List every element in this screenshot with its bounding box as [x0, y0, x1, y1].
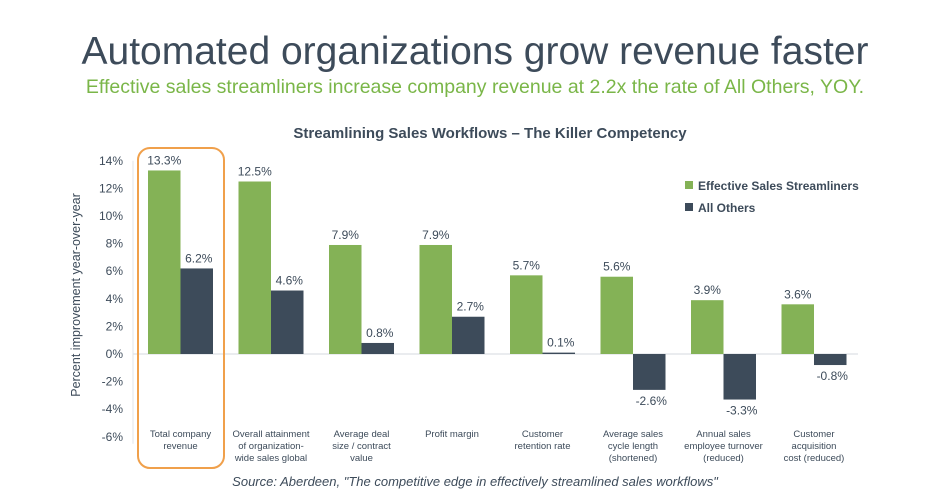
- data-label: 4.6%: [276, 274, 304, 288]
- bar-all-others: [180, 268, 213, 354]
- x-tick-label: Profit margin: [425, 429, 479, 440]
- x-tick-label: Annual sales: [696, 429, 751, 440]
- bar-all-others: [814, 354, 847, 366]
- bar-all-others: [723, 354, 756, 400]
- y-tick-label: 14%: [99, 154, 123, 168]
- y-tick-label: -6%: [102, 430, 124, 444]
- bar-all-others: [452, 316, 485, 354]
- y-tick-label: -2%: [102, 375, 124, 389]
- source-note: Source: Aberdeen, "The competitive edge …: [232, 474, 718, 489]
- bar-all-others: [542, 352, 575, 354]
- x-tick-label: of organization-: [238, 441, 303, 452]
- x-tick-label: employee turnover: [684, 441, 763, 452]
- bar-streamliners: [238, 181, 271, 354]
- bar-streamliners: [148, 170, 181, 354]
- legend-swatch: [685, 181, 693, 189]
- data-label: -0.8%: [817, 369, 849, 383]
- bar-all-others: [361, 342, 394, 354]
- data-label: 5.7%: [513, 258, 541, 272]
- y-tick-label: -4%: [102, 402, 124, 416]
- data-label: 2.7%: [457, 300, 485, 314]
- x-tick-label: Average deal: [334, 429, 390, 440]
- x-tick-label: Customer: [522, 429, 563, 440]
- data-label: 12.5%: [238, 165, 272, 179]
- x-tick-label: (shortened): [609, 453, 658, 464]
- data-label: 0.1%: [547, 336, 575, 350]
- x-tick-label: wide sales global: [234, 453, 307, 464]
- data-label: -3.3%: [726, 404, 758, 418]
- y-tick-label: 10%: [99, 209, 123, 223]
- bar-all-others: [271, 290, 304, 354]
- x-tick-label: (reduced): [703, 453, 744, 464]
- data-label: -2.6%: [636, 394, 668, 408]
- y-tick-label: 4%: [106, 292, 124, 306]
- x-tick-label: Average sales: [603, 429, 663, 440]
- y-tick-label: 12%: [99, 181, 123, 195]
- x-tick-label: Total company: [150, 429, 212, 440]
- y-tick-label: 8%: [106, 237, 124, 251]
- bar-streamliners: [781, 304, 814, 354]
- data-label: 7.9%: [332, 228, 360, 242]
- x-tick-label: value: [350, 453, 373, 464]
- data-label: 3.6%: [784, 287, 812, 301]
- y-tick-label: 6%: [106, 264, 124, 278]
- y-axis-label: Percent improvement year-over-year: [69, 193, 83, 397]
- x-tick-label: size / contract: [332, 441, 391, 452]
- legend-label: Effective Sales Streamliners: [698, 179, 859, 193]
- data-label: 3.9%: [694, 283, 722, 297]
- x-tick-label: acquisition: [792, 441, 837, 452]
- x-tick-label: retention rate: [515, 441, 571, 452]
- x-tick-label: revenue: [163, 441, 197, 452]
- bar-streamliners: [600, 276, 633, 354]
- x-tick-label: Overall attainment: [232, 429, 309, 440]
- data-label: 6.2%: [185, 251, 213, 265]
- data-label: 7.9%: [422, 228, 450, 242]
- x-tick-label: cycle length: [608, 441, 658, 452]
- data-label: 0.8%: [366, 326, 394, 340]
- x-tick-label: cost (reduced): [784, 453, 845, 464]
- x-tick-label: Customer: [793, 429, 834, 440]
- legend-swatch: [685, 203, 693, 211]
- bar-streamliners: [419, 244, 452, 354]
- bar-streamliners: [510, 275, 543, 354]
- chart-title: Streamlining Sales Workflows – The Kille…: [293, 125, 687, 142]
- slide-title: Automated organizations grow revenue fas…: [81, 30, 869, 73]
- data-label: 5.6%: [603, 260, 631, 274]
- bar-streamliners: [329, 244, 362, 354]
- bar-all-others: [633, 354, 666, 390]
- y-tick-label: 0%: [106, 347, 124, 361]
- bar-streamliners: [691, 300, 724, 354]
- slide-subtitle: Effective sales streamliners increase co…: [85, 76, 865, 98]
- data-label: 13.3%: [147, 153, 181, 167]
- legend-label: All Others: [698, 201, 756, 215]
- y-tick-label: 2%: [106, 319, 124, 333]
- highlight-box: [137, 147, 225, 469]
